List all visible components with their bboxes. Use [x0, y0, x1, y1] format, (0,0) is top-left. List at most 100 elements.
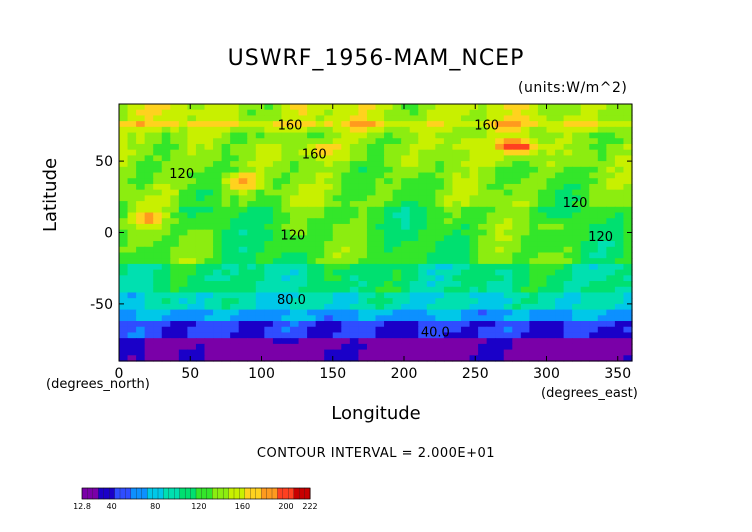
colorbar-segment	[146, 487, 154, 500]
heatmap-cell	[341, 286, 351, 294]
heatmap-cell	[537, 321, 548, 328]
heatmap-cell	[597, 292, 607, 299]
heatmap-cell	[221, 115, 231, 122]
heatmap-cell	[478, 303, 488, 311]
heatmap-cell	[529, 252, 539, 259]
heatmap-cell	[469, 189, 479, 196]
heatmap-cell	[597, 263, 607, 271]
heatmap-cell	[204, 178, 214, 185]
heatmap-cell	[307, 349, 317, 356]
heatmap-cell	[520, 349, 530, 356]
heatmap-cell	[452, 104, 462, 111]
heatmap-cell	[409, 332, 419, 339]
heatmap-cell	[580, 275, 590, 282]
heatmap-cell	[341, 252, 351, 259]
heatmap-cell	[144, 189, 154, 196]
heatmap-cell	[349, 281, 359, 288]
heatmap-cell	[597, 309, 607, 316]
heatmap-cell	[281, 241, 291, 248]
heatmap-cell	[358, 258, 368, 265]
heatmap-cell	[247, 281, 257, 288]
heatmap-cell	[392, 212, 402, 219]
heatmap-cell	[213, 303, 223, 311]
heatmap-cell	[315, 115, 325, 122]
heatmap-cell	[221, 263, 231, 271]
heatmap-cell	[127, 235, 137, 242]
heatmap-cell	[195, 126, 206, 134]
heatmap-cell	[580, 258, 590, 265]
heatmap-cell	[213, 298, 223, 305]
heatmap-cell	[426, 126, 436, 134]
heatmap-cell	[136, 178, 146, 185]
heatmap-cell	[349, 338, 359, 345]
heatmap-cell	[486, 189, 496, 196]
heatmap-cell	[187, 138, 197, 145]
heatmap-cell	[401, 178, 411, 185]
heatmap-cell	[264, 349, 274, 356]
heatmap-cell	[221, 189, 231, 196]
heatmap-cell	[520, 269, 530, 276]
heatmap-cell	[495, 269, 505, 276]
heatmap-cell	[358, 275, 368, 282]
heatmap-cell	[563, 132, 573, 139]
heatmap-cell	[315, 155, 325, 162]
heatmap-cell	[358, 241, 368, 248]
heatmap-cell	[230, 246, 240, 254]
heatmap-cell	[555, 143, 565, 151]
heatmap-cell	[187, 206, 197, 214]
heatmap-cell	[461, 121, 471, 128]
heatmap-cell	[153, 104, 163, 111]
heatmap-cell	[221, 178, 231, 185]
heatmap-cell	[272, 349, 283, 356]
heatmap-cell	[264, 189, 274, 196]
heatmap-cell	[247, 166, 257, 174]
heatmap-cell	[307, 178, 317, 185]
heatmap-cell	[572, 155, 582, 162]
heatmap-cell	[127, 315, 137, 322]
heatmap-cell	[452, 172, 462, 179]
heatmap-cell	[469, 309, 479, 316]
heatmap-cell	[332, 303, 342, 311]
heatmap-cell	[606, 161, 616, 168]
heatmap-cell	[153, 303, 163, 311]
heatmap-cell	[298, 332, 308, 339]
heatmap-cell	[546, 286, 556, 294]
heatmap-cell	[341, 235, 351, 242]
x-tick-label: 50	[181, 366, 199, 382]
heatmap-cell	[324, 349, 334, 356]
heatmap-cell	[358, 195, 368, 202]
heatmap-cell	[195, 183, 206, 191]
heatmap-cell	[580, 326, 590, 334]
colorbar-segment	[277, 487, 284, 500]
heatmap-cell	[264, 223, 274, 231]
heatmap-cell	[375, 269, 385, 276]
heatmap-cell	[589, 303, 599, 311]
heatmap-cell	[392, 332, 402, 339]
heatmap-cell	[187, 315, 197, 322]
heatmap-cell	[127, 155, 137, 162]
heatmap-cell	[144, 241, 154, 248]
heatmap-cell	[366, 212, 377, 219]
heatmap-cell	[315, 281, 325, 288]
heatmap-cell	[580, 332, 590, 339]
heatmap-cell	[144, 109, 154, 117]
heatmap-cell	[375, 109, 385, 117]
heatmap-cell	[529, 183, 539, 191]
heatmap-cell	[161, 155, 171, 162]
heatmap-cell	[290, 172, 300, 179]
heatmap-cell	[546, 263, 556, 271]
heatmap-cell	[153, 126, 163, 134]
heatmap-cell	[623, 235, 633, 242]
heatmap-cell	[409, 201, 419, 208]
heatmap-cell	[606, 286, 616, 294]
heatmap-cell	[238, 104, 248, 111]
heatmap-cell	[520, 115, 530, 122]
heatmap-cell	[469, 275, 479, 282]
heatmap-cell	[418, 206, 428, 214]
heatmap-cell	[281, 195, 291, 202]
heatmap-cell	[623, 183, 633, 191]
heatmap-cell	[178, 195, 188, 202]
heatmap-cell	[614, 298, 625, 305]
heatmap-cell	[349, 126, 359, 134]
heatmap-cell	[221, 155, 231, 162]
